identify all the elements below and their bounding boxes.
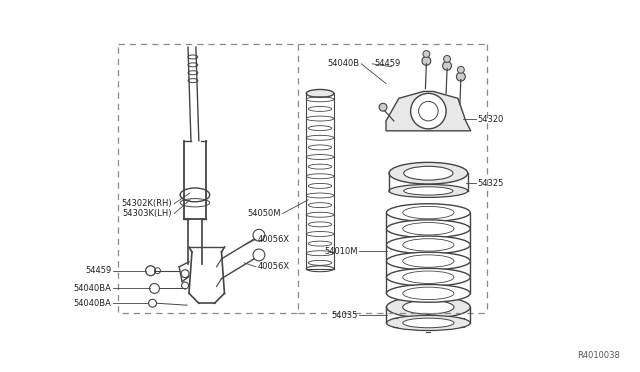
Ellipse shape	[389, 185, 468, 198]
Text: 54303K(LH): 54303K(LH)	[123, 209, 172, 218]
Text: 54325: 54325	[477, 179, 504, 187]
Text: 54040BA: 54040BA	[74, 284, 111, 293]
Circle shape	[456, 72, 465, 81]
Ellipse shape	[387, 296, 470, 318]
Circle shape	[443, 61, 451, 70]
Text: R4010038: R4010038	[577, 351, 620, 360]
Ellipse shape	[306, 89, 334, 97]
Ellipse shape	[387, 252, 470, 270]
Text: 54010M: 54010M	[324, 247, 357, 256]
Text: 54050M: 54050M	[247, 209, 280, 218]
Ellipse shape	[387, 268, 470, 286]
Text: 54040BA: 54040BA	[74, 299, 111, 308]
Text: 54320: 54320	[477, 115, 504, 124]
Text: 40056X: 40056X	[258, 262, 290, 271]
Ellipse shape	[403, 300, 454, 314]
Ellipse shape	[387, 285, 470, 302]
Ellipse shape	[387, 236, 470, 254]
Text: 54035: 54035	[331, 311, 357, 320]
Ellipse shape	[404, 187, 453, 195]
Ellipse shape	[387, 220, 470, 238]
Text: 54040B: 54040B	[327, 60, 360, 68]
Circle shape	[411, 93, 446, 129]
Circle shape	[458, 66, 464, 73]
Polygon shape	[386, 92, 470, 131]
Text: 54302K(RH): 54302K(RH)	[122, 199, 172, 208]
Text: 54459: 54459	[374, 60, 401, 68]
Ellipse shape	[404, 166, 453, 180]
Circle shape	[444, 55, 451, 62]
Text: 54459: 54459	[85, 266, 111, 275]
Ellipse shape	[387, 315, 470, 330]
Ellipse shape	[389, 162, 468, 184]
Ellipse shape	[403, 318, 454, 328]
Text: 40056X: 40056X	[258, 235, 290, 244]
Circle shape	[423, 51, 430, 57]
Ellipse shape	[387, 204, 470, 221]
Circle shape	[422, 57, 431, 65]
Circle shape	[379, 103, 387, 111]
